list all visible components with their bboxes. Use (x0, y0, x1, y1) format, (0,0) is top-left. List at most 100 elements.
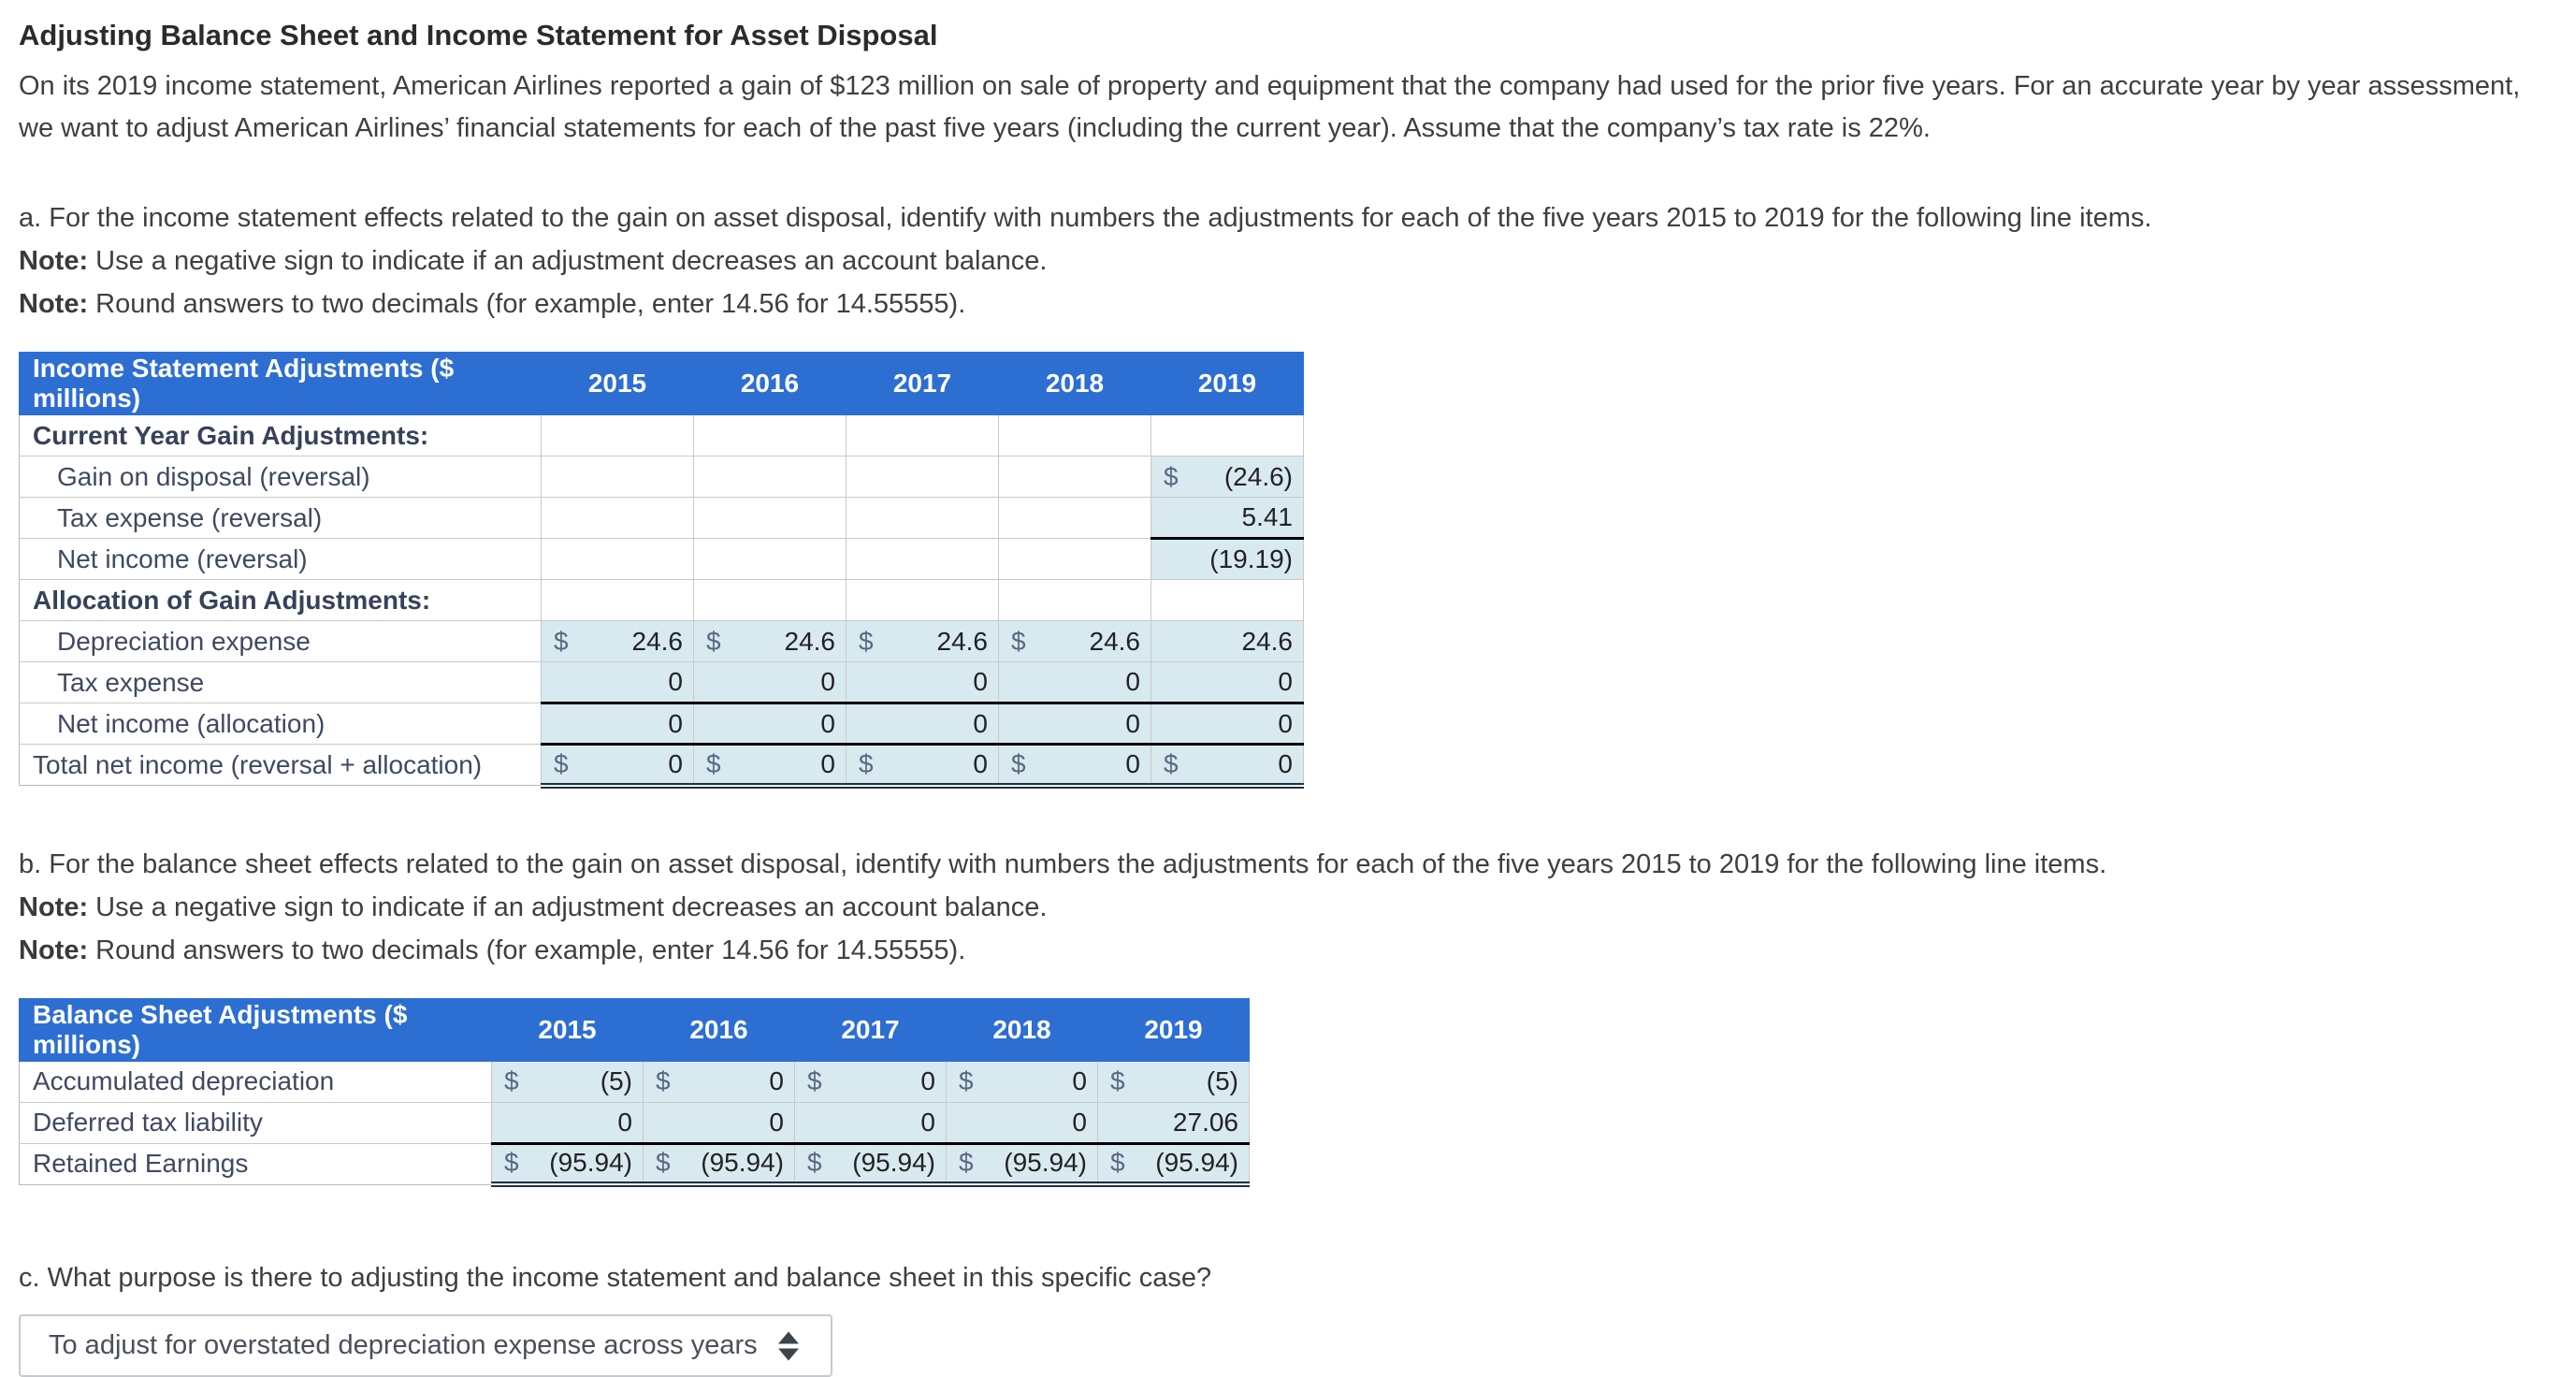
dollar-sign: $ (504, 1066, 519, 1095)
empty-cell (846, 414, 999, 457)
answer-cell[interactable]: $ (95.94) (491, 1142, 644, 1187)
answer-cell[interactable]: $24.6 (541, 620, 694, 662)
part-b-instructions: b. For the balance sheet effects related… (19, 843, 2557, 972)
part-b-note-2: Note: Round answers to two decimals (for… (19, 929, 2557, 972)
cell-value: 5.41 (1241, 502, 1294, 531)
year-header-2017: 2017 (794, 997, 947, 1062)
part-b-prompt: b. For the balance sheet effects related… (19, 848, 2107, 879)
answer-cell[interactable]: 0 (541, 661, 694, 704)
cell-value: 0 (617, 1107, 632, 1137)
year-header-2016: 2016 (693, 352, 847, 415)
table-row: Gain on disposal (reversal) $ (24.6) (19, 456, 1304, 498)
cell-value: (5) (1206, 1066, 1238, 1095)
answer-cell[interactable]: $0 (643, 1060, 795, 1103)
cell-value: 0 (820, 667, 835, 696)
table-title: Income Statement Adjustments ($ millions… (19, 352, 542, 415)
answer-cell[interactable]: $ (95.94) (946, 1142, 1098, 1187)
year-header-2015: 2015 (491, 997, 644, 1062)
cell-value: (19.19) (1209, 544, 1293, 573)
answer-cell[interactable]: 0 (643, 1101, 795, 1145)
answer-cell[interactable]: 0 (541, 703, 694, 746)
cell-value: 0 (1278, 748, 1293, 778)
answer-cell[interactable]: (19.19) (1151, 538, 1304, 580)
answer-cell[interactable]: 0 (491, 1101, 644, 1145)
answer-cell[interactable]: 27.06 (1097, 1101, 1250, 1145)
purpose-select[interactable]: To adjust for overstated depreciation ex… (19, 1314, 832, 1377)
dollar-sign: $ (1164, 748, 1179, 778)
answer-cell[interactable]: 0 (946, 1101, 1098, 1145)
empty-cell (541, 414, 694, 457)
intro-paragraph: On its 2019 income statement, American A… (19, 71, 2521, 143)
answer-cell[interactable]: $ (24.6) (1151, 456, 1304, 498)
table-row: Net income (reversal) (19.19) (19, 538, 1304, 580)
dollar-sign: $ (656, 1066, 671, 1095)
answer-cell[interactable]: $ (5) (1097, 1060, 1250, 1103)
dollar-sign: $ (656, 1148, 671, 1178)
cell-value: 0 (920, 1066, 935, 1095)
empty-cell (1151, 579, 1304, 621)
answer-cell[interactable]: $0 (693, 744, 847, 789)
cell-value: 27.06 (1172, 1107, 1238, 1137)
answer-cell[interactable]: $24.6 (693, 620, 847, 662)
row-label: Tax expense (reversal) (19, 497, 542, 539)
dollar-sign: $ (959, 1148, 974, 1178)
cell-value: 0 (1278, 708, 1293, 738)
note-text: Use a negative sign to indicate if an ad… (88, 891, 1048, 922)
answer-cell[interactable]: $ (95.94) (794, 1142, 947, 1187)
cell-value: (95.94) (701, 1148, 784, 1178)
part-c-prompt: c. What purpose is there to adjusting th… (19, 1263, 1212, 1293)
dollar-sign: $ (859, 748, 874, 778)
empty-cell (541, 456, 694, 498)
cell-value: (95.94) (852, 1148, 935, 1178)
answer-cell[interactable]: $24.6 (846, 620, 999, 662)
cell-value: 0 (1125, 708, 1140, 738)
answer-cell[interactable]: $0 (946, 1060, 1098, 1103)
note-label: Note: (19, 935, 89, 965)
part-a-note-2: Note: Round answers to two decimals (for… (19, 283, 2557, 326)
cell-value: 0 (1072, 1066, 1087, 1095)
answer-cell[interactable]: $0 (541, 744, 694, 789)
cell-value: 24.6 (784, 626, 836, 656)
answer-cell[interactable]: 0 (998, 661, 1151, 704)
answer-cell[interactable]: 0 (998, 703, 1151, 746)
answer-cell[interactable]: $0 (794, 1060, 947, 1103)
answer-cell[interactable]: 0 (794, 1101, 947, 1145)
answer-cell[interactable]: 0 (1151, 703, 1304, 746)
answer-cell[interactable]: 0 (846, 703, 999, 746)
dollar-sign: $ (807, 1148, 822, 1178)
purpose-select-value: To adjust for overstated depreciation ex… (49, 1330, 758, 1360)
cell-value: 24.6 (1089, 626, 1141, 656)
cell-value: (95.94) (1155, 1148, 1238, 1178)
dollar-sign: $ (1164, 461, 1179, 491)
note-text: Use a negative sign to indicate if an ad… (88, 246, 1048, 276)
answer-cell[interactable]: 0 (693, 661, 847, 704)
dollar-sign: $ (554, 626, 569, 656)
empty-cell (541, 538, 694, 580)
row-label: Total net income (reversal + allocation) (19, 744, 542, 786)
cell-value: 24.6 (1241, 626, 1294, 656)
cell-value: 0 (668, 748, 683, 778)
answer-cell[interactable]: $0 (1151, 744, 1304, 789)
cell-value: 0 (973, 748, 988, 778)
cell-value: 0 (973, 708, 988, 738)
dollar-sign: $ (1011, 626, 1026, 656)
empty-cell (693, 538, 847, 580)
answer-cell[interactable]: 5.41 (1151, 497, 1304, 540)
answer-cell[interactable]: $ (95.94) (643, 1142, 795, 1187)
answer-cell[interactable]: $0 (846, 744, 999, 789)
cell-value: 24.6 (631, 626, 684, 656)
empty-cell (998, 414, 1151, 457)
empty-cell (998, 456, 1151, 498)
answer-cell[interactable]: 0 (846, 661, 999, 704)
answer-cell[interactable]: $ (95.94) (1097, 1142, 1250, 1187)
answer-cell[interactable]: 0 (1151, 661, 1304, 704)
answer-cell[interactable]: $ (5) (491, 1060, 644, 1103)
year-header-2015: 2015 (541, 352, 694, 415)
answer-cell[interactable]: 24.6 (1151, 620, 1304, 662)
year-header-2019: 2019 (1151, 352, 1304, 415)
dollar-sign: $ (1110, 1148, 1125, 1178)
answer-cell[interactable]: $24.6 (998, 620, 1151, 662)
cell-value: 0 (1072, 1107, 1087, 1137)
answer-cell[interactable]: $0 (998, 744, 1151, 789)
answer-cell[interactable]: 0 (693, 703, 847, 746)
